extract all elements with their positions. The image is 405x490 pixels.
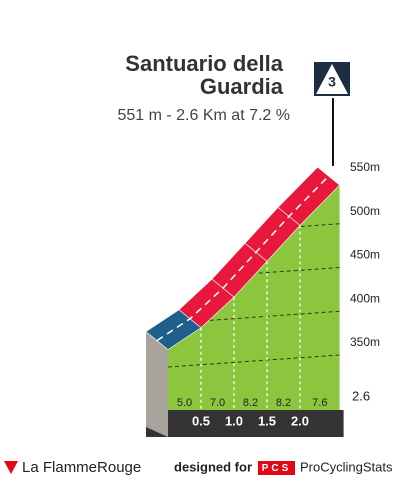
total-distance: 2.6: [352, 388, 370, 403]
badge-triangle: [316, 64, 348, 94]
y-tick-label: 400m: [350, 291, 380, 305]
subtitle: 551 m - 2.6 Km at 7.2 %: [117, 107, 290, 124]
gradient-label: 8.2: [243, 397, 258, 409]
side-face: [146, 331, 168, 437]
brand-icon: [4, 461, 18, 474]
y-tick-label: 350m: [350, 335, 380, 349]
plot: 350m 400m 450m 500m 550m 5.0 7.0 8.2 8.2 7.6 0.5 1.…: [145, 160, 380, 437]
grid-line: [168, 354, 340, 368]
site: ProCyclingStats: [300, 459, 393, 474]
brand: La FlammeRouge: [22, 459, 141, 476]
designed-for: designed for: [174, 459, 252, 474]
gradient-label: 7.6: [312, 397, 327, 409]
category: 3: [328, 74, 336, 90]
gradient-label: 7.0: [210, 397, 225, 409]
gradient-label: 8.2: [276, 397, 291, 409]
gradient-label: 5.0: [177, 397, 192, 409]
x-tick-label: 0.5: [192, 413, 210, 428]
logo-box: [258, 461, 295, 475]
x-tick-label: 1.5: [258, 413, 276, 428]
y-tick-label: 550m: [350, 160, 380, 174]
title-line: Guardia: [200, 74, 284, 99]
footer: La FlammeRouge designed for PCS ProCycli…: [4, 459, 393, 476]
logo: PCS: [262, 463, 292, 474]
base-band: [146, 410, 344, 437]
center-line: [156, 175, 330, 342]
x-tick-label: 1.0: [225, 413, 243, 428]
title-line: Santuario della: [125, 51, 283, 76]
x-tick-label: 2.0: [291, 413, 309, 428]
y-tick-label: 500m: [350, 204, 380, 218]
y-tick-label: 450m: [350, 248, 380, 262]
profile-face: [168, 185, 340, 410]
